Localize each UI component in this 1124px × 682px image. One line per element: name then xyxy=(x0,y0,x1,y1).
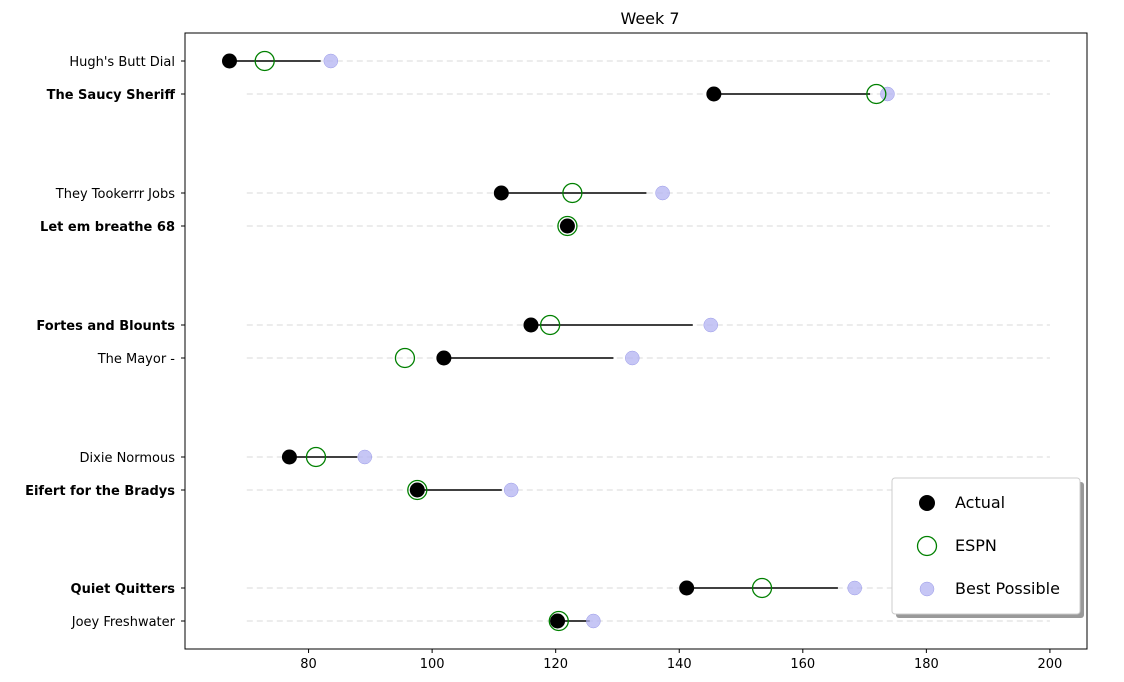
x-tick-label: 140 xyxy=(667,657,692,672)
x-tick-label: 100 xyxy=(420,657,445,672)
actual-point xyxy=(550,613,566,629)
legend-marker-best xyxy=(919,581,935,597)
x-tick-label: 160 xyxy=(790,657,815,672)
espn-point xyxy=(866,83,887,105)
best-possible-point xyxy=(586,613,601,629)
team-label: Let em breathe 68 xyxy=(40,220,175,235)
y-axis: Hugh's Butt Dial The Saucy Sheriff They To… xyxy=(25,55,185,630)
legend-label-best: Best Possible xyxy=(955,579,1060,598)
team-label: They Tookerrr Jobs xyxy=(55,187,175,202)
team-label: The Mayor - xyxy=(97,352,176,367)
espn-point xyxy=(548,610,569,632)
legend-marker-espn xyxy=(916,535,938,557)
best-possible-point xyxy=(655,185,670,201)
marks-layer xyxy=(221,50,895,632)
team-label: Fortes and Blounts xyxy=(36,319,175,334)
team-label: The Saucy Sheriff xyxy=(47,88,176,103)
espn-point xyxy=(557,215,578,237)
team-label: Quiet Quitters xyxy=(71,582,176,597)
best-possible-point xyxy=(847,580,862,596)
legend-box xyxy=(891,477,1081,615)
legend-label-actual: Actual xyxy=(955,493,1005,512)
espn-point xyxy=(394,347,416,369)
team-label: Joey Freshwater xyxy=(71,615,176,630)
actual-point xyxy=(281,449,297,465)
actual-point xyxy=(523,317,539,333)
actual-point xyxy=(409,482,425,498)
legend-label-espn: ESPN xyxy=(955,536,997,555)
espn-point xyxy=(305,446,327,468)
best-possible-point xyxy=(323,53,339,69)
espn-point xyxy=(562,182,583,204)
best-possible-point xyxy=(703,317,719,333)
actual-point xyxy=(706,86,722,102)
actual-point xyxy=(493,185,509,201)
legend: Actual ESPN Best Possible xyxy=(891,477,1084,618)
actual-point xyxy=(221,53,237,69)
best-possible-point xyxy=(625,350,640,366)
actual-point xyxy=(559,218,575,234)
actual-point xyxy=(679,580,695,596)
legend-marker-actual xyxy=(919,495,935,511)
best-possible-point xyxy=(357,449,373,465)
best-possible-point xyxy=(503,482,519,498)
best-possible-point xyxy=(880,86,895,102)
espn-point xyxy=(407,479,428,501)
team-label: Eifert for the Bradys xyxy=(25,484,175,499)
espn-point xyxy=(254,50,275,72)
espn-point xyxy=(539,314,561,336)
x-tick-label: 120 xyxy=(543,657,568,672)
plot-frame xyxy=(184,32,1088,650)
actual-point xyxy=(436,350,452,366)
x-axis: 80 100 120 140 160 180 200 xyxy=(300,649,1062,672)
x-tick-label: 200 xyxy=(1038,657,1063,672)
team-label: Hugh's Butt Dial xyxy=(69,55,175,70)
chart-title: Week 7 xyxy=(620,9,679,28)
espn-point xyxy=(751,577,773,599)
x-tick-label: 180 xyxy=(914,657,939,672)
team-label: Dixie Normous xyxy=(80,451,176,466)
x-tick-label: 80 xyxy=(300,657,317,672)
